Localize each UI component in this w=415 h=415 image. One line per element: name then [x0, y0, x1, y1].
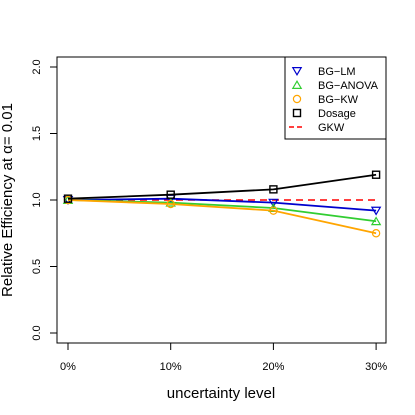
- x-tick-label: 20%: [262, 361, 284, 373]
- legend-key: [291, 80, 303, 89]
- y-tick-label: 1.5: [31, 126, 43, 141]
- legend: BG−LM BG−ANOVA BG−KW Dosage GKW: [284, 56, 387, 140]
- data-point: [269, 206, 278, 215]
- x-tick-label: 10%: [160, 361, 182, 373]
- y-tick-label: 2.0: [31, 59, 43, 74]
- y-axis-label: Relative Efficiency at α= 0.01: [0, 103, 16, 297]
- y-axis: 0.0 0.5 1.0 1.5 2.0: [31, 59, 57, 341]
- data-point: [371, 229, 381, 238]
- legend-label: BG−KW: [318, 94, 359, 106]
- series-layer: [62, 170, 382, 238]
- data-point: [269, 185, 278, 194]
- data-point: [370, 216, 382, 226]
- data-point: [370, 206, 382, 216]
- legend-label: BG−LM: [318, 66, 356, 78]
- data-point: [166, 199, 175, 209]
- legend-label: BG−ANOVA: [318, 80, 379, 92]
- x-tick-label: 0%: [60, 361, 76, 373]
- data-point: [371, 170, 381, 179]
- legend-entry: Dosage: [292, 108, 356, 120]
- legend-box: [284, 56, 387, 140]
- legend-entry: BG−ANOVA: [291, 80, 379, 92]
- data-point: [165, 197, 176, 207]
- series-dosage: [63, 170, 381, 203]
- data-point: [63, 194, 73, 203]
- x-axis: 0% 10% 20% 30%: [60, 343, 387, 373]
- legend-entry: GKW: [289, 122, 345, 134]
- y-tick-label: 0.5: [31, 259, 43, 274]
- series-line: [67, 199, 377, 223]
- data-point: [166, 190, 175, 199]
- y-tick-label: 1.0: [31, 192, 43, 207]
- series-line: [67, 199, 377, 235]
- series-line: [67, 197, 377, 212]
- legend-key: [292, 94, 302, 104]
- x-tick-label: 30%: [365, 361, 387, 373]
- legend-key: [291, 67, 303, 76]
- legend-label: GKW: [318, 122, 345, 134]
- legend-entry: BG−KW: [292, 94, 359, 106]
- data-point: [268, 198, 279, 208]
- legend-entry: BG−LM: [291, 66, 356, 78]
- legend-label: Dosage: [318, 108, 356, 120]
- legend-key: [292, 108, 302, 118]
- series-bg-kw: [63, 195, 381, 238]
- x-axis-label: uncertainty level: [167, 385, 275, 402]
- y-tick-label: 0.0: [31, 325, 43, 340]
- series-line: [67, 173, 377, 200]
